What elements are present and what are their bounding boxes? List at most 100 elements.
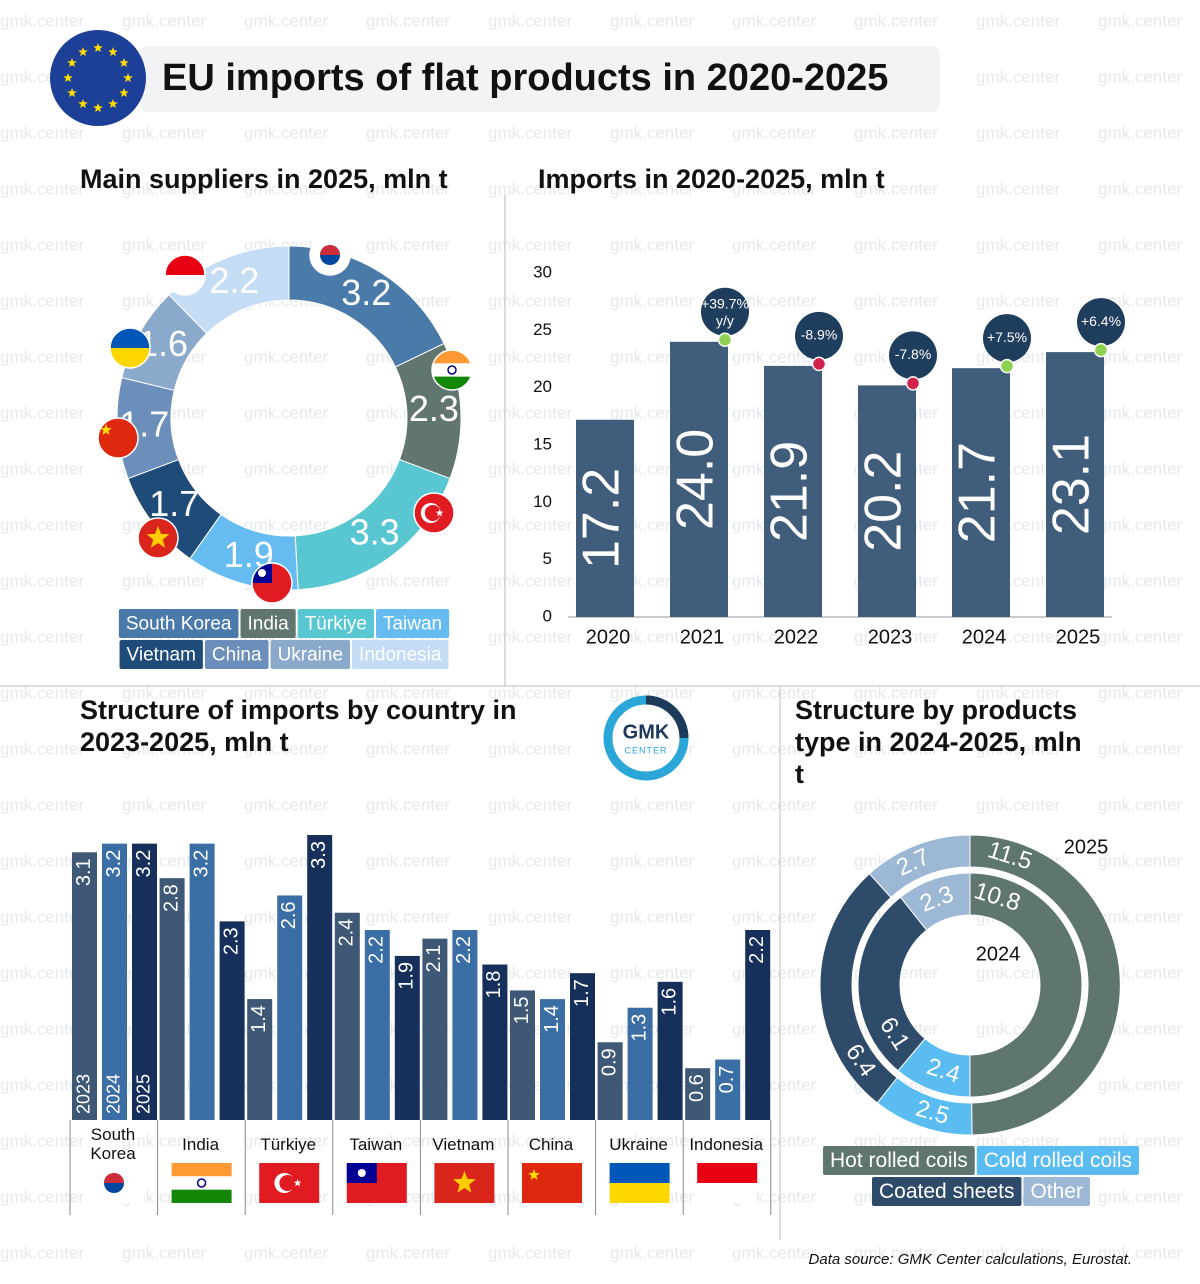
watermark: gmk.center [976,179,1060,198]
eu-flag [50,30,146,126]
watermark: gmk.center [732,179,816,198]
watermark: gmk.center [488,515,572,534]
eu-stars [63,43,133,112]
watermark: gmk.center [244,1243,328,1262]
change-bubble [795,311,843,360]
eu-star [63,73,73,82]
watermark: gmk.center [732,347,816,366]
watermark: gmk.center [610,795,694,814]
watermark: gmk.center [854,123,938,142]
watermark: gmk.center [732,123,816,142]
watermark: gmk.center [732,795,816,814]
watermark: gmk.center [122,11,206,30]
bar-value-label: 2.2 [366,936,388,964]
watermark: gmk.center [976,1243,1060,1262]
flag [609,1163,670,1203]
watermark: gmk.center [0,235,84,254]
bar-value-label: 2.3 [220,927,242,955]
flag-part [171,1163,232,1177]
watermark: gmk.center [122,795,206,814]
watermark: gmk.center [366,235,450,254]
eu-star [108,99,118,108]
watermark: gmk.center [0,515,84,534]
watermark: gmk.center [1098,739,1182,758]
watermark: gmk.center [732,851,816,870]
bar [570,973,595,1120]
watermark: gmk.center [610,851,694,870]
bar [745,930,771,1120]
bar-value-label: 3.2 [103,850,125,878]
y-tick-label: 10 [533,492,552,511]
watermark: gmk.center [244,11,328,30]
watermark: gmk.center [1098,235,1182,254]
watermark: gmk.center [0,291,84,310]
bar [132,843,157,1120]
watermark: gmk.center [976,291,1060,310]
flag-part [357,1169,366,1177]
flag-part [165,255,205,275]
watermark: gmk.center [0,627,84,646]
flag-part [609,1183,670,1203]
watermark: gmk.center [610,627,694,646]
watermark: gmk.center [488,459,572,478]
watermark: gmk.center [1098,571,1182,590]
bar-value-label: 2.2 [453,936,475,964]
legend-label: Türkiye [305,614,367,635]
bar-value-label: 0.6 [686,1074,708,1102]
flag-part [258,569,266,577]
watermark: gmk.center [0,907,84,926]
watermark: gmk.center [488,179,572,198]
flag [346,1163,407,1203]
bar-value-label: 1.4 [248,1005,270,1033]
x-tick-label: 2020 [586,626,631,648]
watermark: gmk.center [854,627,938,646]
watermark: gmk.center [1098,459,1182,478]
watermark: gmk.center [610,963,694,982]
x-tick-label: 2025 [1056,626,1101,648]
watermark: gmk.center [488,851,572,870]
flag [414,493,454,533]
bar-value-label: 20.2 [855,451,913,552]
legend-swatch [1023,1177,1090,1206]
y-tick-label: 0 [543,606,552,625]
watermark: gmk.center [366,851,450,870]
watermark: gmk.center [732,1075,816,1094]
legend-label: Taiwan [383,614,442,635]
donut-slice [868,834,971,899]
legend-swatch [352,640,449,669]
watermark: gmk.center [366,739,450,758]
bar-value-label: 24.0 [667,429,725,530]
watermark: gmk.center [122,123,206,142]
watermark: gmk.center [1098,67,1182,86]
change-bubble [889,331,937,380]
flag-part [279,1175,296,1191]
watermark: gmk.center [1098,1075,1182,1094]
watermark: gmk.center [732,1131,816,1150]
flag-part [171,1189,232,1203]
watermark: gmk.center [610,179,694,198]
bar-value-label: 0.7 [716,1066,738,1094]
eu-star [119,88,129,97]
flag-border [251,562,293,604]
legend-swatch [297,609,374,638]
watermark: gmk.center [1098,1131,1182,1150]
legend-label: South Korea [126,614,232,635]
watermark: gmk.center [610,907,694,926]
watermark: gmk.center [366,1243,450,1262]
watermark: gmk.center [488,683,572,702]
y-tick-label: 15 [533,434,552,453]
y-tick-label: 5 [543,549,552,568]
bar [764,365,822,617]
change-label: -8.9% [801,327,838,343]
flag [697,1163,758,1203]
bar-value-label: 2.2 [746,936,768,964]
bar-value-label: 2.1 [423,945,445,973]
legend-label: Hot rolled coils [830,1149,968,1172]
bar [334,912,360,1120]
change-label: +6.4% [1081,313,1121,329]
x-tick-label: Ukraine [609,1134,668,1154]
bar [670,341,728,617]
bar-value-label: 1.4 [541,1005,563,1033]
watermark: gmk.center [976,739,1060,758]
